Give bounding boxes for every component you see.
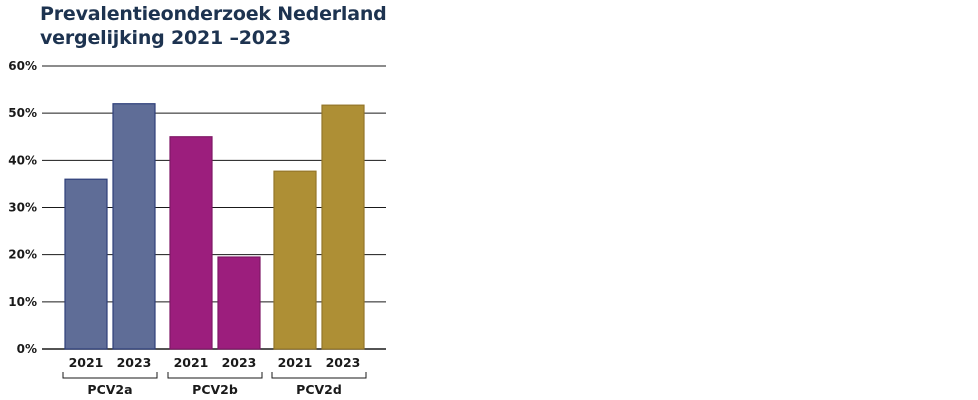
y-tick-label-40: 40% — [8, 153, 37, 167]
bar-pcv2d-2023 — [321, 104, 365, 350]
y-tick-label-20: 20% — [8, 248, 37, 262]
bar-pcv2b-2023 — [217, 256, 261, 350]
group-label-pcv2b: PCV2b — [192, 382, 238, 397]
chart-title-line-1: Prevalentieonderzoek Nederland — [40, 3, 387, 25]
y-tick-label-50: 50% — [8, 106, 37, 120]
year-label-pcv2d-2023: 2023 — [326, 355, 361, 370]
year-label-pcv2a-2023: 2023 — [117, 355, 152, 370]
y-tick-label-10: 10% — [8, 295, 37, 309]
group-label-pcv2a: PCV2a — [87, 382, 132, 397]
group-bracket-pcv2b — [167, 372, 263, 379]
chart-title-line-2: vergelijking 2021 –2023 — [40, 27, 291, 49]
bar-pcv2a-2023 — [112, 103, 156, 350]
bar-pcv2a-2021 — [64, 178, 108, 350]
chart-title: Prevalentieonderzoek Nederland vergelijk… — [40, 2, 420, 50]
year-label-pcv2b-2023: 2023 — [222, 355, 257, 370]
bar-pcv2b-2021 — [169, 136, 213, 350]
year-label-pcv2d-2021: 2021 — [278, 355, 313, 370]
group-label-pcv2d: PCV2d — [296, 382, 342, 397]
group-bracket-pcv2d — [271, 372, 367, 379]
bar-pcv2d-2021 — [273, 170, 317, 350]
group-bracket-pcv2a — [62, 372, 158, 379]
y-tick-label-60: 60% — [8, 59, 37, 73]
year-label-pcv2b-2021: 2021 — [174, 355, 209, 370]
y-tick-label-30: 30% — [8, 201, 37, 215]
year-label-pcv2a-2021: 2021 — [69, 355, 104, 370]
y-tick-label-0: 0% — [17, 342, 37, 356]
